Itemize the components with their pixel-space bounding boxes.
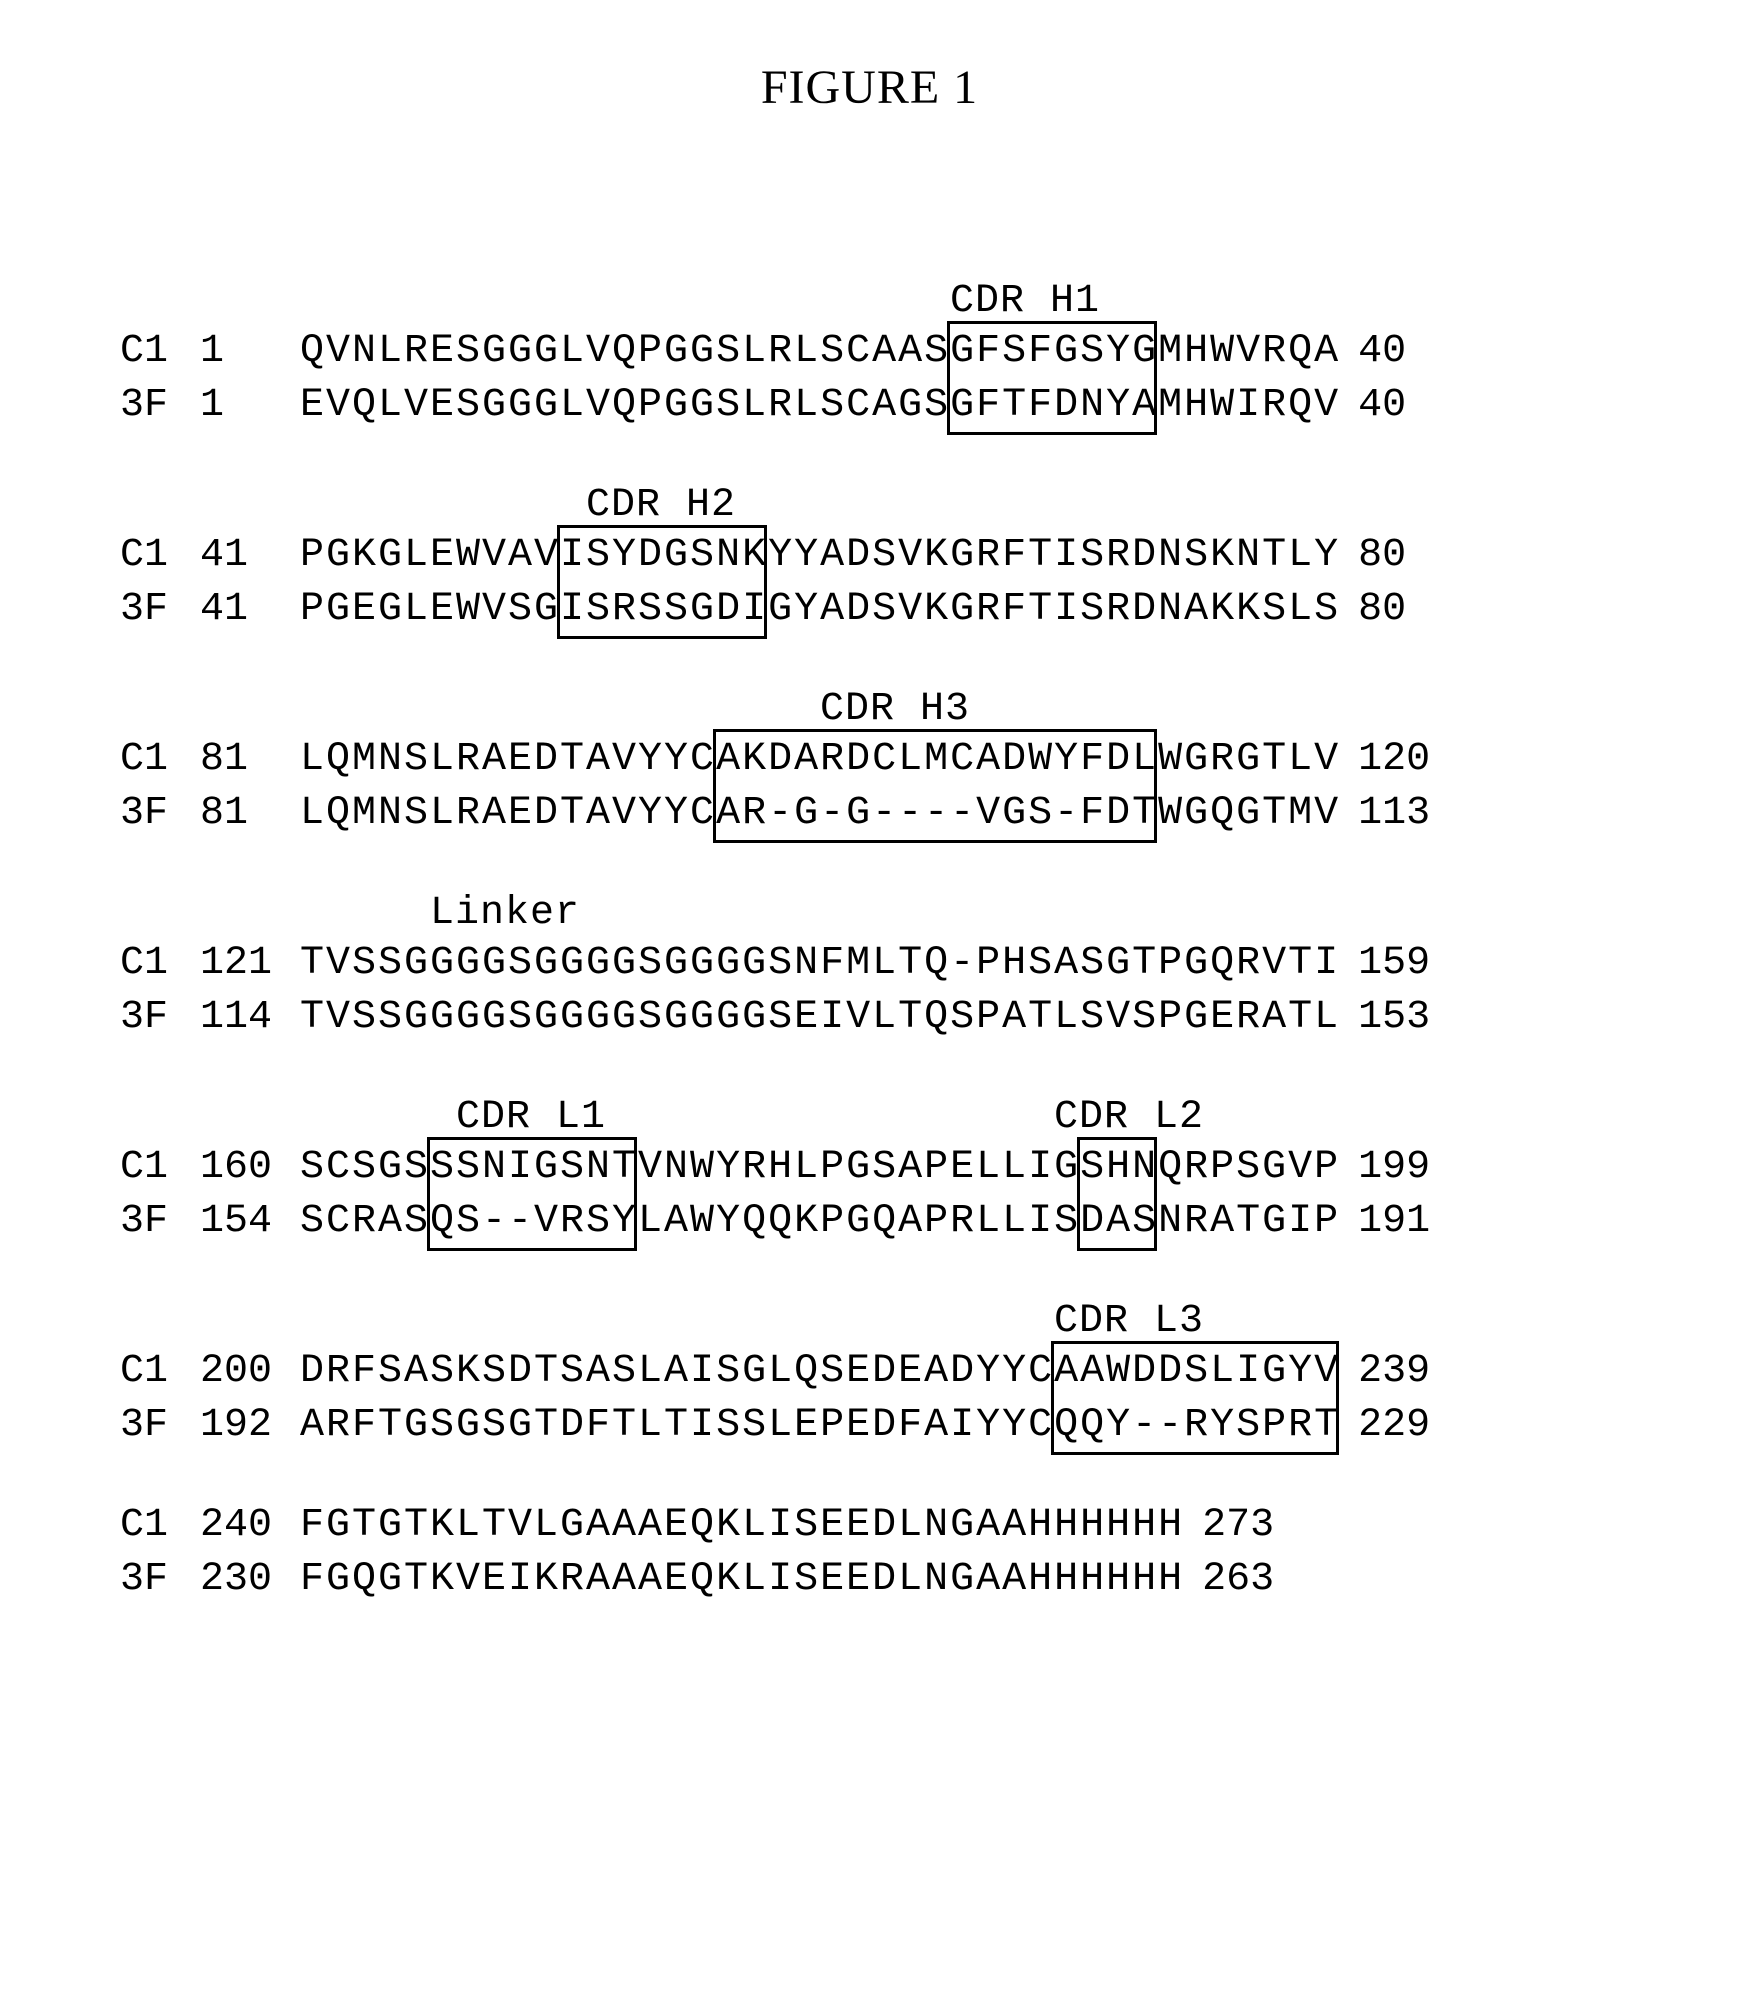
sequence-end-pos: 191: [1358, 1195, 1430, 1249]
region-label-row: CDR H3: [120, 683, 1619, 729]
sequence-start-pos: 1: [200, 325, 300, 379]
sequence-name: C1: [120, 1345, 200, 1399]
alignment-row: C1160SCSGSSSNIGSNTVNWYRHLPGSAPELLIGSHNQR…: [120, 1141, 1619, 1195]
region-label-row: CDR H1: [120, 275, 1619, 321]
alignment-row: 3F114TVSSGGGGSGGGGSGGGGSEIVLTQSPATLSVSPG…: [120, 991, 1619, 1045]
sequence-start-pos: 1: [200, 379, 300, 433]
alignment-row: C1121TVSSGGGGSGGGGSGGGGSNFMLTQ-PHSASGTPG…: [120, 937, 1619, 991]
sequence-start-pos: 81: [200, 787, 300, 841]
sequence-end-pos: 229: [1358, 1399, 1430, 1453]
sequence-body: FGTGTKLTVLGAAAEQKLISEEDLNGAAHHHHHH: [300, 1499, 1184, 1553]
sequence-end-pos: 263: [1202, 1553, 1274, 1607]
region-label: CDR L2: [1054, 1091, 1204, 1145]
alignment-row: 3F81LQMNSLRAEDTAVYYCAR-G-G----VGS-FDTWGQ…: [120, 787, 1619, 841]
sequence-body: SCSGSSSNIGSNTVNWYRHLPGSAPELLIGSHNQRPSGVP: [300, 1141, 1340, 1195]
sequence-name: C1: [120, 325, 200, 379]
sequence-body: FGQGTKVEIKRAAAEQKLISEEDLNGAAHHHHHH: [300, 1553, 1184, 1607]
alignment-row: C11QVNLRESGGGLVQPGGSLRLSCAASGFSFGSYGMHWV…: [120, 325, 1619, 379]
sequence-body: SCRASQS--VRSYLAWYQQKPGQAPRLLISDASNRATGIP: [300, 1195, 1340, 1249]
sequence-start-pos: 192: [200, 1399, 300, 1453]
alignment-block: CDR H3C181LQMNSLRAEDTAVYYCAKDARDCLMCADWY…: [120, 683, 1619, 841]
sequence-name: C1: [120, 733, 200, 787]
alignment-block: C1240FGTGTKLTVLGAAAEQKLISEEDLNGAAHHHHHH2…: [120, 1499, 1619, 1607]
region-label: Linker: [430, 887, 580, 941]
sequence-end-pos: 40: [1358, 379, 1406, 433]
sequence-start-pos: 230: [200, 1553, 300, 1607]
alignment-row: C1200DRFSASKSDTSASLAISGLQSEDEADYYCAAWDDS…: [120, 1345, 1619, 1399]
figure-title: FIGURE 1: [120, 60, 1619, 115]
sequence-end-pos: 80: [1358, 583, 1406, 637]
sequence-body: DRFSASKSDTSASLAISGLQSEDEADYYCAAWDDSLIGYV: [300, 1345, 1340, 1399]
alignment-block: CDR H1C11QVNLRESGGGLVQPGGSLRLSCAASGFSFGS…: [120, 275, 1619, 433]
sequence-end-pos: 80: [1358, 529, 1406, 583]
alignment-row: 3F41PGEGLEWVSGISRSSGDIGYADSVKGRFTISRDNAK…: [120, 583, 1619, 637]
sequence-end-pos: 273: [1202, 1499, 1274, 1553]
alignment-row: 3F230FGQGTKVEIKRAAAEQKLISEEDLNGAAHHHHHH 2…: [120, 1553, 1619, 1607]
sequence-body: PGKGLEWVAVISYDGSNKYYADSVKGRFTISRDNSKNTLY: [300, 529, 1340, 583]
sequence-start-pos: 41: [200, 529, 300, 583]
alignment-row: 3F1EVQLVESGGGLVQPGGSLRLSCAGSGFTFDNYAMHWI…: [120, 379, 1619, 433]
alignment-block: CDR L1CDR L2C1160SCSGSSSNIGSNTVNWYRHLPGS…: [120, 1091, 1619, 1249]
sequence-body: LQMNSLRAEDTAVYYCAKDARDCLMCADWYFDLWGRGTLV: [300, 733, 1340, 787]
alignment-row: C141PGKGLEWVAVISYDGSNKYYADSVKGRFTISRDNSK…: [120, 529, 1619, 583]
alignment-row: C181LQMNSLRAEDTAVYYCAKDARDCLMCADWYFDLWGR…: [120, 733, 1619, 787]
sequence-end-pos: 239: [1358, 1345, 1430, 1399]
sequence-end-pos: 40: [1358, 325, 1406, 379]
sequence-name: C1: [120, 1499, 200, 1553]
sequence-body: ARFTGSGSGTDFTLTISSLEPEDFAIYYCQQY--RYSPRT: [300, 1399, 1340, 1453]
region-label: CDR L1: [456, 1091, 606, 1145]
sequence-start-pos: 81: [200, 733, 300, 787]
sequence-body: TVSSGGGGSGGGGSGGGGSEIVLTQSPATLSVSPGERATL: [300, 991, 1340, 1045]
sequence-body: QVNLRESGGGLVQPGGSLRLSCAASGFSFGSYGMHWVRQA: [300, 325, 1340, 379]
alignment-block: LinkerC1121TVSSGGGGSGGGGSGGGGSNFMLTQ-PHS…: [120, 887, 1619, 1045]
sequence-name: C1: [120, 529, 200, 583]
alignment-row: 3F154SCRASQS--VRSYLAWYQQKPGQAPRLLISDASNR…: [120, 1195, 1619, 1249]
sequence-name: C1: [120, 1141, 200, 1195]
sequence-name: 3F: [120, 583, 200, 637]
sequence-name: 3F: [120, 1399, 200, 1453]
sequence-end-pos: 153: [1358, 991, 1430, 1045]
sequence-name: 3F: [120, 379, 200, 433]
sequence-start-pos: 160: [200, 1141, 300, 1195]
region-label: CDR H3: [820, 683, 970, 737]
sequence-start-pos: 121: [200, 937, 300, 991]
region-label-row: Linker: [120, 887, 1619, 933]
sequence-body: EVQLVESGGGLVQPGGSLRLSCAGSGFTFDNYAMHWIRQV: [300, 379, 1340, 433]
region-label: CDR H2: [586, 479, 736, 533]
sequence-name: 3F: [120, 1195, 200, 1249]
sequence-start-pos: 240: [200, 1499, 300, 1553]
sequence-end-pos: 199: [1358, 1141, 1430, 1195]
sequence-alignment: CDR H1C11QVNLRESGGGLVQPGGSLRLSCAASGFSFGS…: [120, 275, 1619, 1607]
alignment-block: CDR L3C1200DRFSASKSDTSASLAISGLQSEDEADYYC…: [120, 1295, 1619, 1453]
sequence-end-pos: 120: [1358, 733, 1430, 787]
sequence-body: LQMNSLRAEDTAVYYCAR-G-G----VGS-FDTWGQGTMV: [300, 787, 1340, 841]
sequence-body: PGEGLEWVSGISRSSGDIGYADSVKGRFTISRDNAKKSLS: [300, 583, 1340, 637]
region-label-row: CDR L3: [120, 1295, 1619, 1341]
sequence-start-pos: 114: [200, 991, 300, 1045]
sequence-start-pos: 41: [200, 583, 300, 637]
alignment-row: C1240FGTGTKLTVLGAAAEQKLISEEDLNGAAHHHHHH 2…: [120, 1499, 1619, 1553]
sequence-start-pos: 154: [200, 1195, 300, 1249]
alignment-row: 3F192ARFTGSGSGTDFTLTISSLEPEDFAIYYCQQY--R…: [120, 1399, 1619, 1453]
sequence-name: 3F: [120, 991, 200, 1045]
sequence-name: 3F: [120, 1553, 200, 1607]
sequence-start-pos: 200: [200, 1345, 300, 1399]
region-label: CDR H1: [950, 275, 1100, 329]
sequence-name: C1: [120, 937, 200, 991]
alignment-block: CDR H2C141PGKGLEWVAVISYDGSNKYYADSVKGRFTI…: [120, 479, 1619, 637]
sequence-end-pos: 113: [1358, 787, 1430, 841]
sequence-name: 3F: [120, 787, 200, 841]
region-label: CDR L3: [1054, 1295, 1204, 1349]
region-label-row: CDR L1CDR L2: [120, 1091, 1619, 1137]
region-label-row: CDR H2: [120, 479, 1619, 525]
sequence-body: TVSSGGGGSGGGGSGGGGSNFMLTQ-PHSASGTPGQRVTI: [300, 937, 1340, 991]
sequence-end-pos: 159: [1358, 937, 1430, 991]
